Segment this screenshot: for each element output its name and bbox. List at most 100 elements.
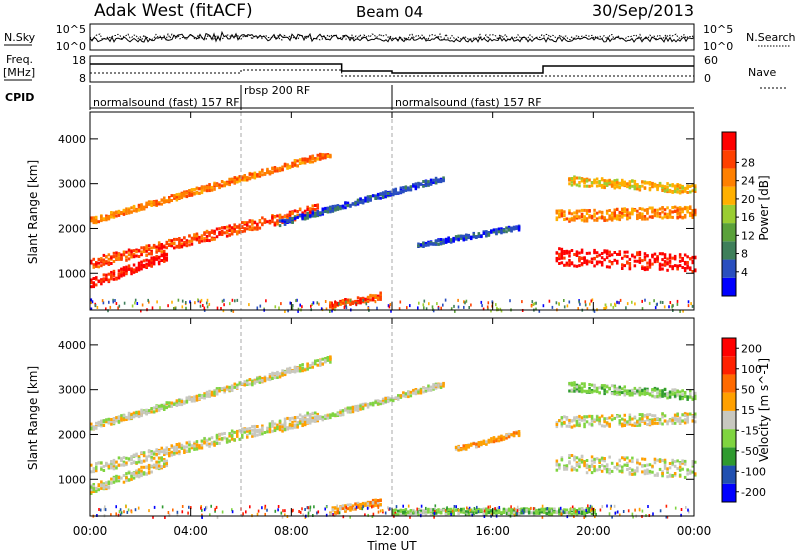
range-gate [200,237,204,241]
range-gate [283,372,287,376]
nsearch-tick-bottom: 10^0 [703,40,733,53]
range-gate [215,439,219,443]
range-gate [147,449,151,453]
range-gate [585,251,589,255]
range-gate [653,473,657,477]
range-gate [293,418,297,422]
range-gate [623,210,627,214]
range-gate [633,415,637,419]
range-gate [573,416,576,420]
range-gate [157,262,161,266]
range-gate [414,185,418,189]
range-gate [663,253,667,257]
range-gate [163,458,166,461]
range-gate [142,454,146,458]
range-gate [137,468,141,472]
range-gate [683,215,687,219]
range-gate [580,262,584,266]
range-gate [457,238,460,242]
range-gate [573,389,576,393]
range-gate [668,259,672,263]
range-gate [613,179,617,183]
range-gate [636,389,639,393]
range-gate [135,248,138,252]
range-gate [263,218,267,222]
range-gate [152,262,156,266]
range-gate [605,249,609,253]
range-gate [658,262,662,266]
range-gate [646,413,649,417]
range-gate [175,451,179,455]
range-gate [163,465,166,468]
range-gate [276,222,279,226]
range-gate [678,473,682,477]
range-gate [308,159,312,163]
date-title: 30/Sep/2013 [592,1,694,20]
range-gate [668,390,672,394]
range-gate [331,204,335,208]
noise-gate [604,307,606,310]
range-gate [593,218,596,222]
range-gate [641,180,644,184]
range-gate [351,202,355,206]
noise-gate [214,509,216,513]
range-gate [125,212,128,215]
range-gate [578,184,581,188]
range-gate [590,216,594,220]
range-gate [356,200,360,204]
range-gate [163,249,166,253]
range-gate [671,421,674,425]
range-gate [276,425,279,429]
range-gate [583,425,586,429]
power-ylabel: Slant Range [km] [26,160,40,264]
range-gate [570,419,574,423]
range-gate [195,443,199,447]
range-gate [165,459,169,463]
range-gate [105,463,108,467]
range-gate [296,425,299,429]
range-gate [381,195,385,199]
range-gate [689,266,692,270]
range-gate [92,257,96,261]
range-gate [678,462,682,466]
range-gate [142,207,146,210]
range-gate [648,186,652,190]
range-gate [595,180,599,184]
range-gate [636,253,639,257]
range-gate [482,442,486,445]
range-gate [127,411,131,415]
range-gate [661,258,664,262]
noise-gate [521,300,523,304]
range-gate [578,421,581,425]
range-gate [530,511,533,515]
range-gate [140,451,143,455]
range-gate [610,253,614,257]
range-gate [653,421,657,425]
freq-label: Freq. [6,53,33,66]
range-gate [661,263,664,267]
range-gate [271,429,274,433]
range-gate [356,406,360,410]
range-gate [188,440,191,444]
range-gate [668,256,672,260]
range-gate [230,177,234,181]
range-gate [273,422,277,426]
range-gate [155,199,158,203]
range-gate [140,465,143,469]
range-gate [276,169,279,173]
range-gate [157,460,161,464]
range-gate [200,239,204,243]
range-gate [621,211,624,215]
noise-gate [634,302,636,306]
range-gate [147,263,151,267]
range-gate [329,357,332,361]
range-gate [578,256,581,259]
range-gate [256,173,259,177]
range-gate [434,181,438,185]
range-gate [608,181,611,184]
range-gate [218,186,221,190]
noise-gate [344,507,347,511]
range-gate [588,383,591,386]
range-gate [419,243,423,247]
range-gate [578,384,581,388]
